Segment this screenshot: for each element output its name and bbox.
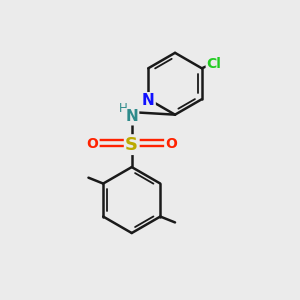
Text: N: N — [142, 93, 155, 108]
Text: O: O — [87, 137, 98, 151]
Text: O: O — [165, 137, 177, 151]
Text: H: H — [119, 102, 128, 115]
Text: Cl: Cl — [207, 58, 222, 71]
Text: N: N — [125, 109, 138, 124]
Text: S: S — [125, 136, 138, 154]
